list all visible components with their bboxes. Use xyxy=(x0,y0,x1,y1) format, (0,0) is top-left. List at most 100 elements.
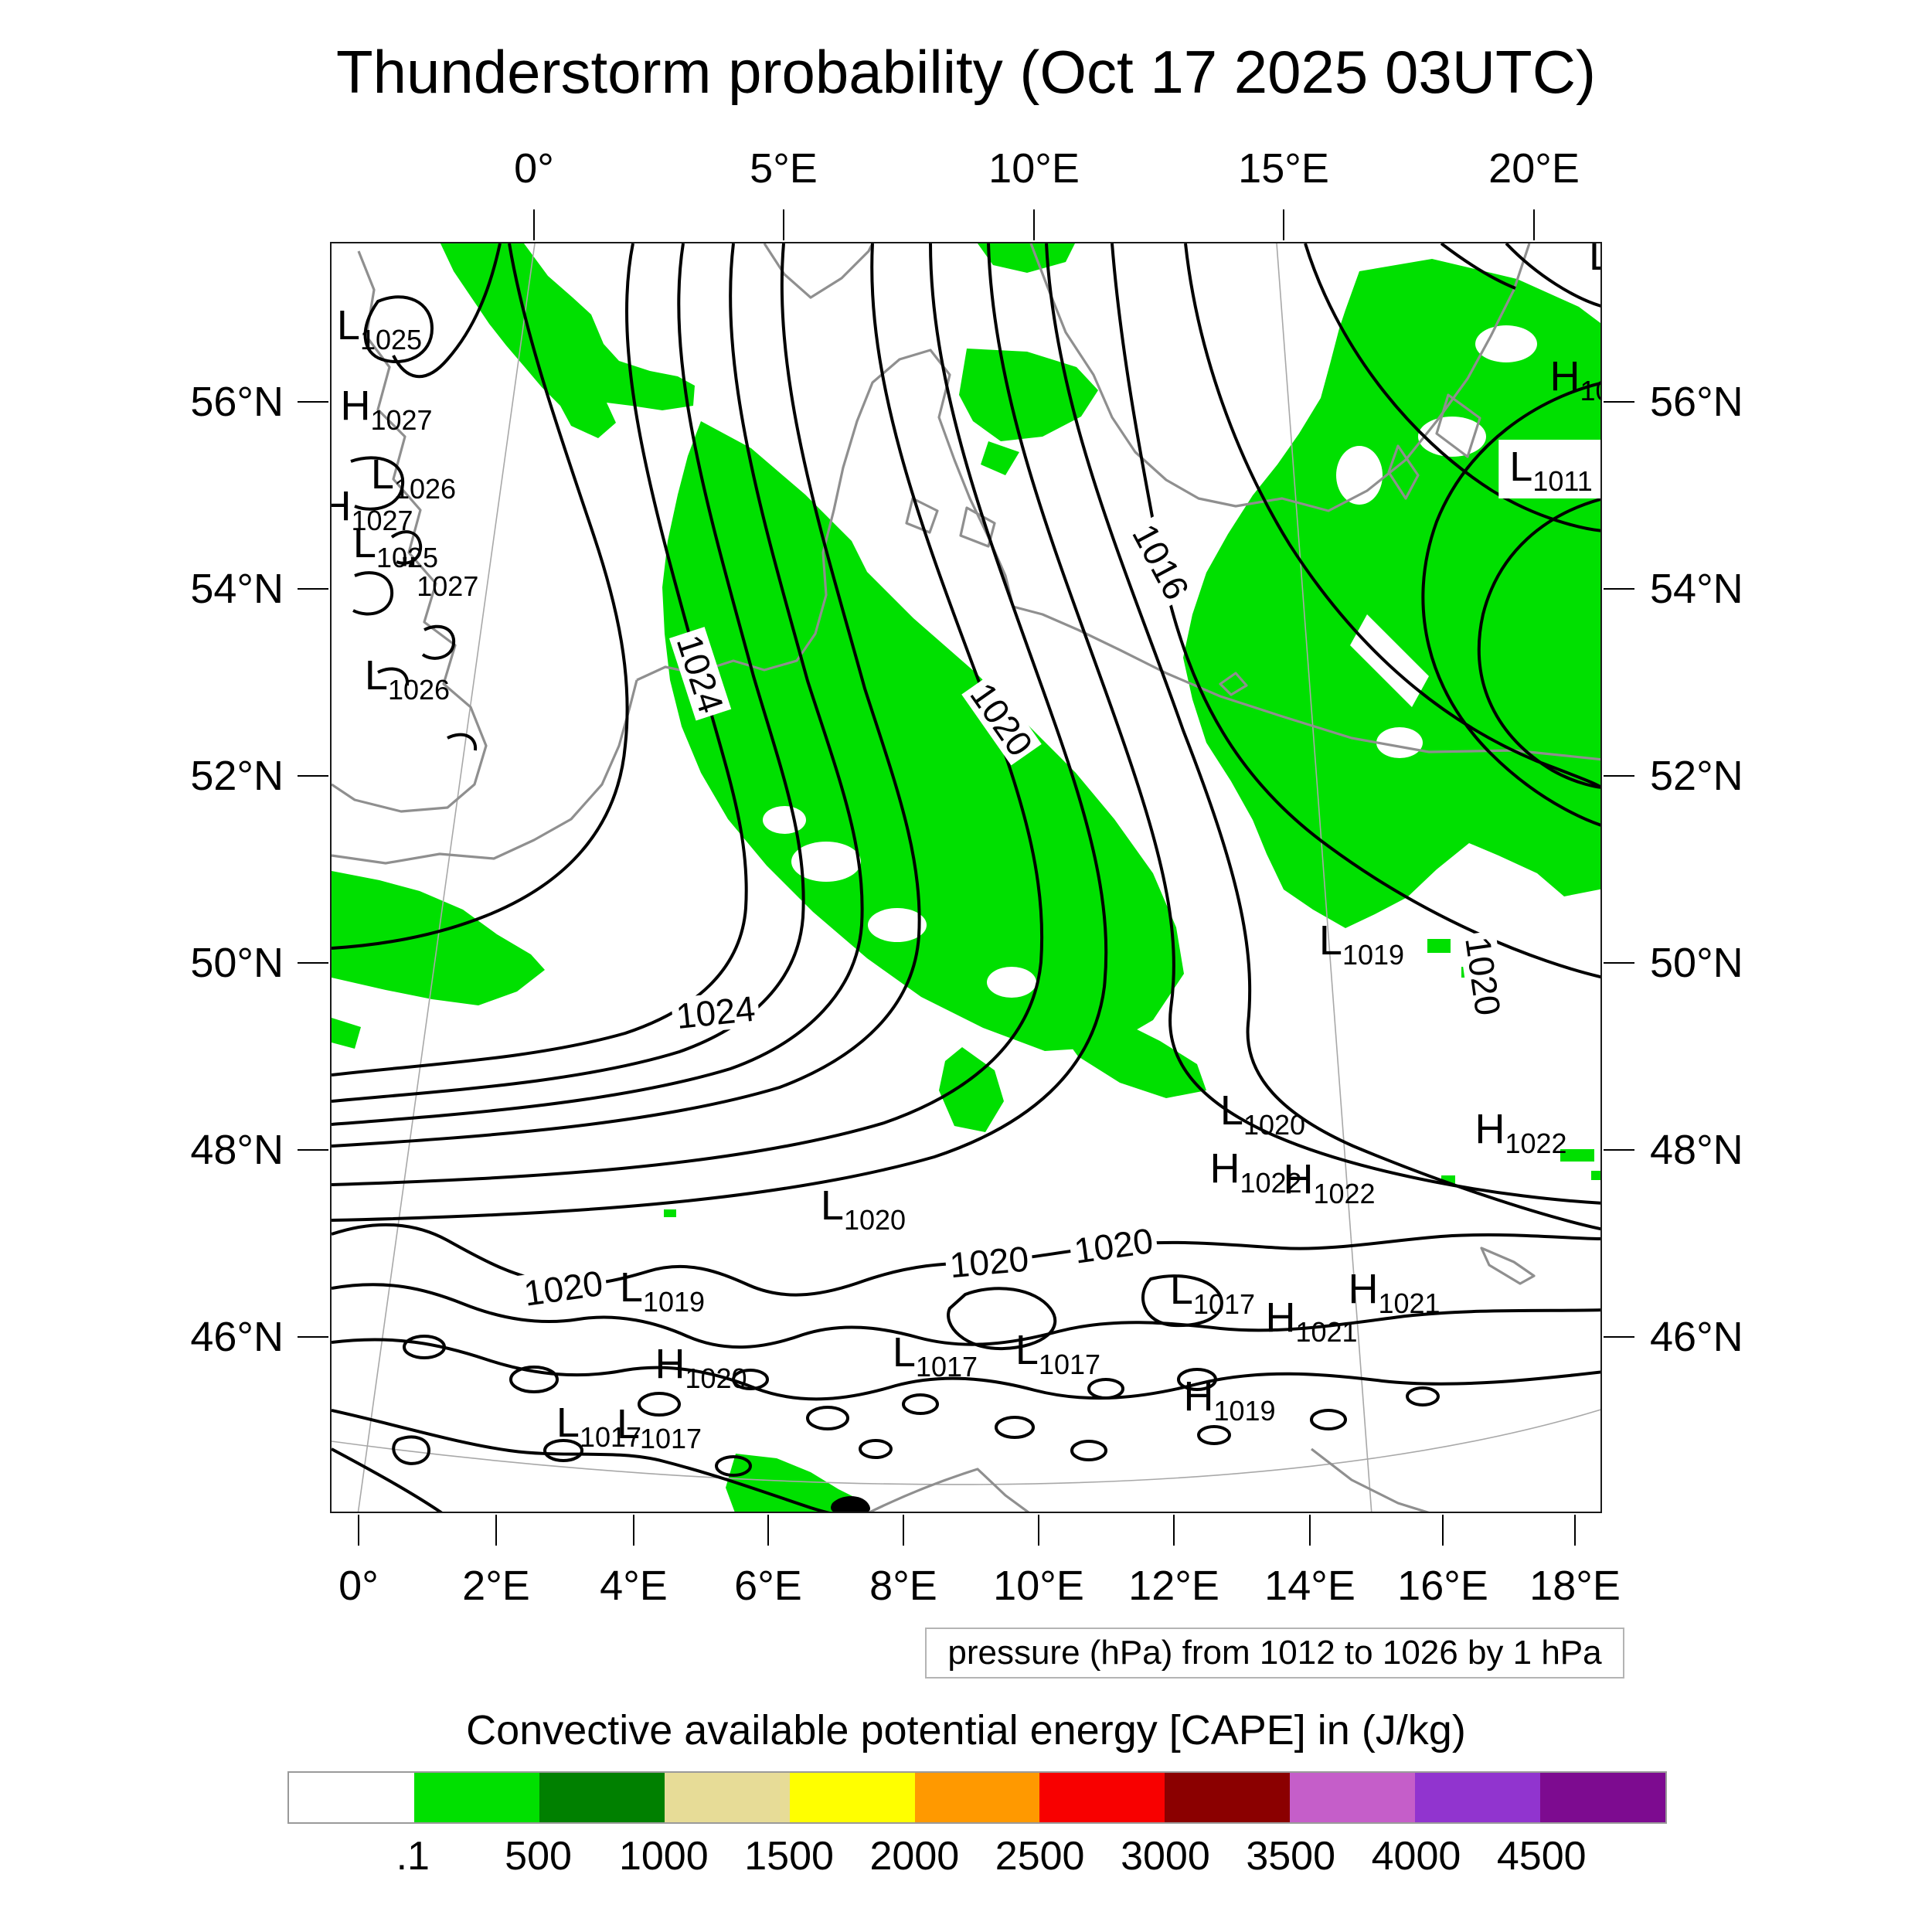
left-axis-tick xyxy=(298,775,328,777)
pressure-center-value: 1026 xyxy=(387,674,451,706)
colorbar-tick-label: 3000 xyxy=(1121,1834,1210,1879)
colorbar-cell xyxy=(539,1773,665,1822)
pressure-center: L1026 xyxy=(365,655,450,704)
pressure-center: H1027 xyxy=(332,485,413,535)
right-axis-label: 52°N xyxy=(1650,753,1743,799)
bottom-axis-tick xyxy=(1173,1515,1175,1546)
bottom-axis-label: 8°E xyxy=(869,1563,937,1609)
top-axis-tick xyxy=(1283,209,1284,240)
pressure-center-letter: H xyxy=(1209,1145,1240,1192)
colorbar-title: Convective available potential energy [C… xyxy=(466,1707,1466,1753)
pressure-center: L1025 xyxy=(336,302,422,354)
right-axis-tick xyxy=(1604,401,1634,403)
left-axis-tick xyxy=(298,1336,328,1338)
pressure-center-value: 1019 xyxy=(642,1286,706,1318)
bottom-axis-label: 12°E xyxy=(1128,1563,1219,1609)
pressure-center-value: 1025 xyxy=(359,324,423,355)
bottom-axis-label: 4°E xyxy=(600,1563,668,1609)
colorbar-tick-label: 3500 xyxy=(1246,1834,1336,1879)
pressure-center: L1025 xyxy=(352,520,438,572)
pressure-center-letter: L xyxy=(1318,917,1342,964)
pressure-center-letter: L xyxy=(892,1329,916,1376)
pressure-center: H1020 xyxy=(655,1341,747,1393)
right-axis-label: 48°N xyxy=(1650,1127,1743,1173)
top-axis-label: 20°E xyxy=(1488,145,1580,192)
pressure-center-value: 1022 xyxy=(1505,1128,1567,1159)
colorbar-tick-label: 2500 xyxy=(995,1834,1085,1879)
right-axis-label: 46°N xyxy=(1650,1314,1743,1360)
pressure-center-value: 1017 xyxy=(579,1421,642,1453)
pressure-center-letter: L xyxy=(336,302,360,349)
pressure-center-letter: H xyxy=(655,1341,685,1387)
pressure-center: H1022 xyxy=(1209,1145,1301,1197)
pressure-center-letter: H xyxy=(1549,353,1580,400)
pressure-center-letter: L xyxy=(1589,243,1600,279)
pressure-center-letter: L xyxy=(1219,1087,1243,1134)
pressure-center: L1020 xyxy=(821,1185,906,1234)
left-axis-label: 46°N xyxy=(190,1314,284,1360)
colorbar-tick-label: 4000 xyxy=(1371,1834,1461,1879)
isobars xyxy=(332,243,1600,1512)
bottom-axis-tick xyxy=(767,1515,769,1546)
pressure-center: H1021 xyxy=(1265,1297,1357,1346)
pressure-center-letter: '' xyxy=(400,549,417,595)
right-axis-tick xyxy=(1604,588,1634,590)
pressure-center-letter: H xyxy=(1475,1106,1505,1152)
page-title: Thunderstorm probability (Oct 17 2025 03… xyxy=(335,38,1597,106)
pressure-center: L xyxy=(1589,243,1600,279)
left-axis-tick xyxy=(298,962,328,964)
pressure-center-value: 1025 xyxy=(376,542,439,573)
left-axis-tick xyxy=(298,1149,328,1151)
pressure-legend-text: pressure (hPa) from 1012 to 1026 by 1 hP… xyxy=(947,1634,1602,1672)
pressure-center-value: 1022 xyxy=(1313,1178,1376,1209)
right-axis-tick xyxy=(1604,1336,1634,1338)
colorbar-tick-label: 1500 xyxy=(744,1834,834,1879)
pressure-center-value: 1020 xyxy=(843,1204,906,1236)
colorbar-cell xyxy=(789,1773,915,1822)
pressure-center-value: 1021 xyxy=(1295,1316,1358,1348)
pressure-center-letter: L xyxy=(1509,444,1533,490)
right-axis-label: 50°N xyxy=(1650,940,1743,986)
bottom-axis-tick xyxy=(1309,1515,1311,1546)
pressure-center-value: 1017 xyxy=(915,1351,978,1383)
colorbar-cell xyxy=(914,1773,1040,1822)
left-axis-tick xyxy=(298,401,328,403)
bottom-axis-label: 6°E xyxy=(734,1563,802,1609)
left-axis-label: 48°N xyxy=(190,1127,284,1173)
bottom-axis-label: 14°E xyxy=(1264,1563,1355,1609)
pressure-center: L1019 xyxy=(1318,917,1404,969)
pressure-center-letter: L xyxy=(619,1264,643,1311)
map-art xyxy=(332,243,1600,1512)
pressure-center-value: 1019 xyxy=(1342,939,1405,971)
pressure-center: L1017 xyxy=(617,1403,702,1453)
bottom-axis-label: 16°E xyxy=(1397,1563,1488,1609)
pressure-legend: pressure (hPa) from 1012 to 1026 by 1 hP… xyxy=(925,1628,1624,1679)
pressure-center-value: 1027 xyxy=(417,570,479,602)
colorbar-tick-label: 500 xyxy=(505,1834,572,1879)
bottom-axis-tick xyxy=(903,1515,904,1546)
left-axis-label: 54°N xyxy=(190,566,284,612)
colorbar-tick-label: .1 xyxy=(396,1834,430,1879)
top-axis-label: 5°E xyxy=(750,145,818,192)
pressure-center: L1019 xyxy=(619,1264,705,1316)
pressure-center: H1021 xyxy=(1348,1268,1440,1318)
pressure-center-letter: H xyxy=(1183,1373,1214,1420)
right-axis-tick xyxy=(1604,775,1634,777)
bottom-axis-tick xyxy=(358,1515,359,1546)
pressure-center: H1022 xyxy=(1475,1106,1566,1158)
bottom-axis-label: 0° xyxy=(338,1563,379,1609)
top-axis-tick xyxy=(533,209,535,240)
bottom-axis-tick xyxy=(633,1515,634,1546)
colorbar-cell xyxy=(413,1773,539,1822)
pressure-center: L1026 xyxy=(370,451,456,503)
pressure-center-value: 1027 xyxy=(351,505,413,536)
pressure-center: H1022 xyxy=(1283,1156,1375,1208)
pressure-center-value: 1020 xyxy=(685,1362,747,1394)
pressure-center-letter: H xyxy=(1283,1156,1314,1202)
colorbar-cell xyxy=(289,1773,414,1822)
pressure-center: L1017 xyxy=(1170,1269,1255,1318)
pressure-center-letter: L xyxy=(370,451,394,498)
pressure-center-letter: L xyxy=(352,520,376,566)
bottom-axis-label: 10°E xyxy=(993,1563,1084,1609)
colorbar-tick-label: 2000 xyxy=(869,1834,960,1879)
